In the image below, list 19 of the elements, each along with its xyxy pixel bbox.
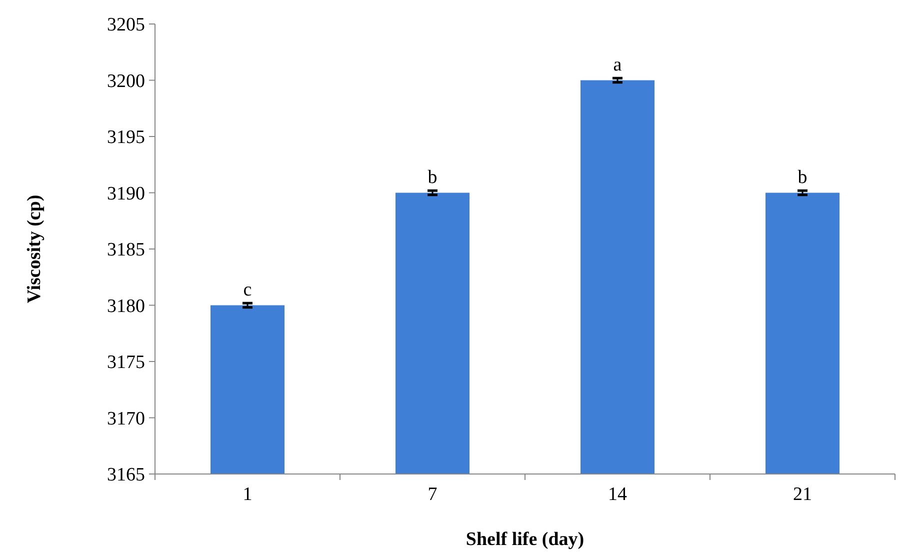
x-tick-label: 21: [793, 484, 812, 505]
x-tick-label: 7: [428, 484, 438, 505]
y-tick-label: 3185: [107, 240, 145, 261]
x-tick-label: 14: [608, 484, 628, 505]
y-tick-label: 3205: [107, 14, 145, 36]
x-axis-title: Shelf life (day): [466, 529, 584, 550]
x-tick-label: 1: [242, 484, 252, 505]
y-tick-label: 3165: [107, 464, 145, 486]
y-tick-label: 3180: [107, 296, 145, 317]
y-tick-label: 3170: [107, 408, 145, 430]
annotation: b: [798, 166, 808, 188]
y-tick-label: 3195: [107, 127, 145, 148]
y-tick-label: 3190: [107, 183, 145, 204]
y-tick-label: 3200: [107, 70, 145, 92]
y-axis-title: Viscosity (cp): [24, 194, 45, 304]
annotation: c: [243, 279, 252, 300]
y-tick-label: 3175: [107, 352, 145, 374]
annotation: b: [428, 166, 438, 188]
annotation: a: [613, 54, 622, 76]
